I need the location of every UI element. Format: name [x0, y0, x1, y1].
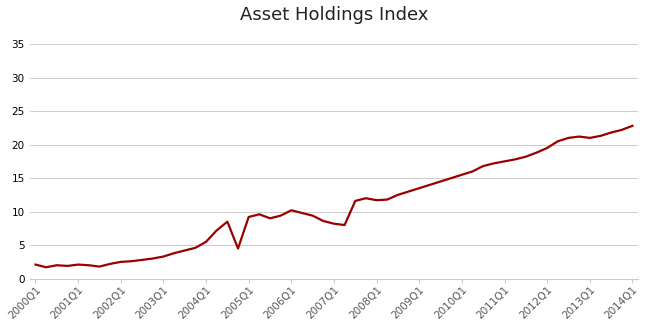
Title: Asset Holdings Index: Asset Holdings Index — [240, 6, 428, 23]
